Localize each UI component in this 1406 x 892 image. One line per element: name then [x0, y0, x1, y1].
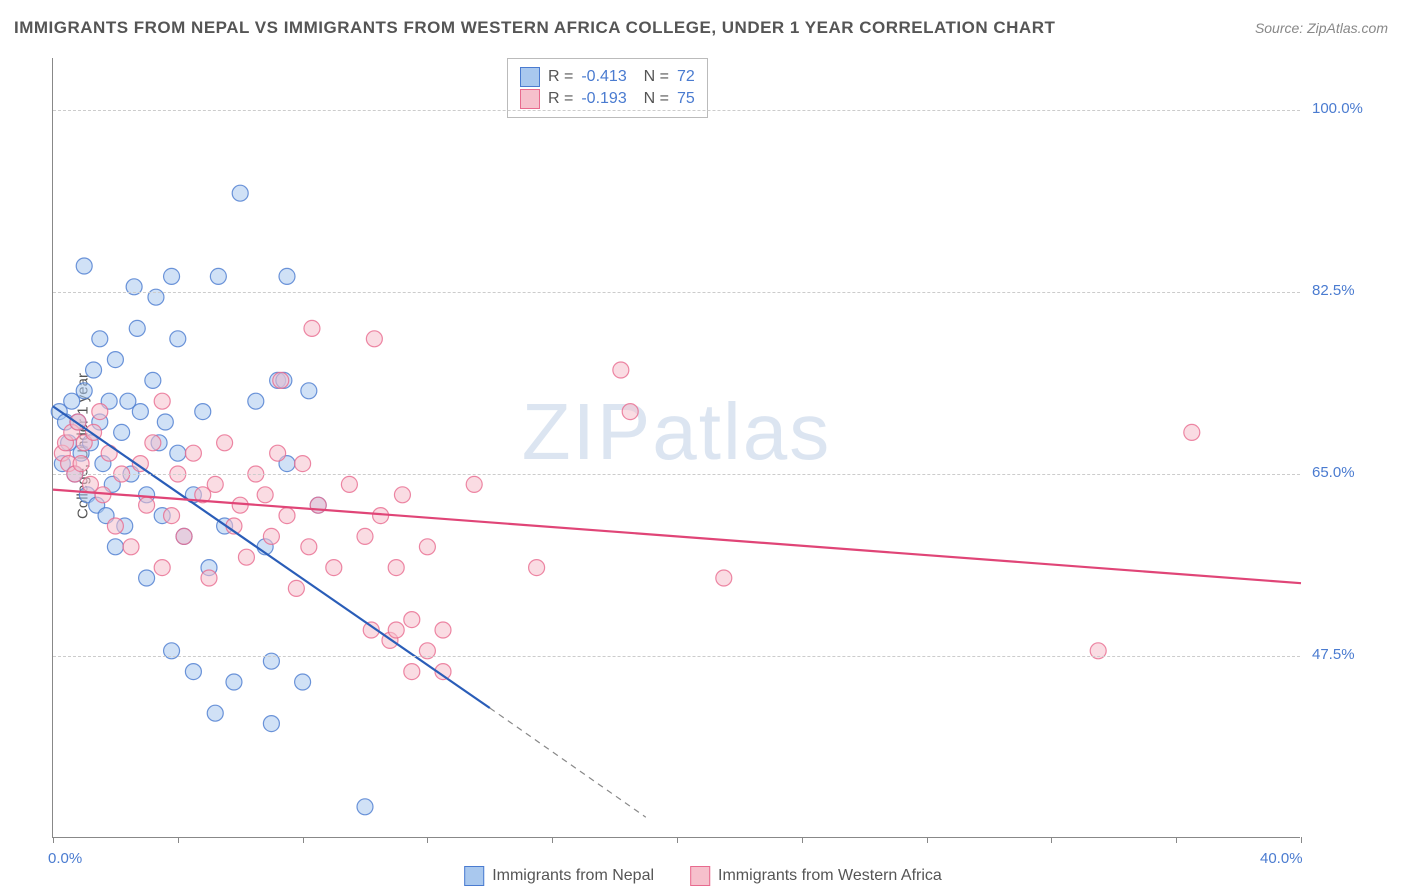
xtick	[802, 837, 803, 843]
legend-n-wafrica: 75	[677, 90, 695, 108]
gridline	[53, 292, 1300, 293]
legend-label-wafrica: Immigrants from Western Africa	[718, 867, 942, 885]
ytick-label: 82.5%	[1312, 282, 1355, 299]
xtick	[53, 837, 54, 843]
xtick	[927, 837, 928, 843]
gridline	[53, 474, 1300, 475]
xtick	[677, 837, 678, 843]
source-attribution: Source: ZipAtlas.com	[1255, 20, 1388, 36]
chart-title: IMMIGRANTS FROM NEPAL VS IMMIGRANTS FROM…	[14, 18, 1055, 38]
ytick-label: 47.5%	[1312, 646, 1355, 663]
xtick	[1301, 837, 1302, 843]
gridline	[53, 110, 1300, 111]
legend-series: Immigrants from Nepal Immigrants from We…	[464, 866, 942, 886]
legend-item-wafrica: Immigrants from Western Africa	[690, 866, 942, 886]
legend-item-nepal: Immigrants from Nepal	[464, 866, 654, 886]
legend-n-label: N =	[635, 68, 669, 86]
chart-svg	[53, 58, 1300, 837]
swatch-wafrica	[520, 89, 540, 109]
legend-row-nepal: R = -0.413 N = 72	[520, 67, 695, 87]
legend-correlation-box: R = -0.413 N = 72 R = -0.193 N = 75	[507, 58, 708, 118]
legend-label-nepal: Immigrants from Nepal	[492, 867, 654, 885]
xtick	[1176, 837, 1177, 843]
swatch-wafrica-bottom	[690, 866, 710, 886]
legend-r-wafrica: -0.193	[581, 90, 626, 108]
swatch-nepal	[520, 67, 540, 87]
xtick-label: 40.0%	[1260, 850, 1303, 867]
swatch-nepal-bottom	[464, 866, 484, 886]
xtick	[427, 837, 428, 843]
plot-area: ZIPatlas R = -0.413 N = 72 R = -0.193 N …	[52, 58, 1300, 838]
ytick-label: 100.0%	[1312, 100, 1363, 117]
legend-n-nepal: 72	[677, 68, 695, 86]
xtick	[178, 837, 179, 843]
xtick-label: 0.0%	[48, 850, 82, 867]
ytick-label: 65.0%	[1312, 464, 1355, 481]
legend-r-nepal: -0.413	[581, 68, 626, 86]
xtick	[303, 837, 304, 843]
xtick	[1051, 837, 1052, 843]
legend-r-label: R =	[548, 68, 573, 86]
xtick	[552, 837, 553, 843]
gridline	[53, 656, 1300, 657]
legend-row-wafrica: R = -0.193 N = 75	[520, 89, 695, 109]
legend-n-label: N =	[635, 90, 669, 108]
legend-r-label: R =	[548, 90, 573, 108]
